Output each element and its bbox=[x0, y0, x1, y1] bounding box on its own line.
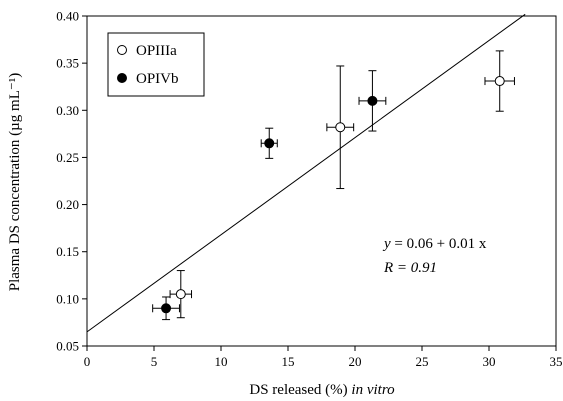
y-axis-label: Plasma DS concentration (µg mL⁻¹) bbox=[7, 73, 23, 292]
y-tick-label: 0.35 bbox=[56, 56, 79, 71]
x-tick-label: 30 bbox=[483, 354, 496, 369]
legend-marker-opiiia bbox=[117, 45, 127, 55]
legend-label-opiiia: OPIIIa bbox=[136, 43, 177, 59]
data-point-opivb bbox=[367, 95, 378, 106]
data-point-opiiia bbox=[494, 76, 505, 87]
axes-layer: 0 5 10 15 20 25 30 35 0.05 0.10 0.15 0.20 0.25 0.30 0.… bbox=[56, 9, 562, 370]
regression-line bbox=[86, 13, 526, 333]
legend-marker-opivb bbox=[117, 73, 127, 83]
y-tick-label: 0.30 bbox=[56, 103, 79, 118]
x-tick-label: 35 bbox=[550, 354, 563, 369]
equation-body: = 0.06 + 0.01 x bbox=[391, 236, 487, 252]
data-point-opiiia bbox=[175, 289, 186, 300]
x-axis-label-italic: in vitro bbox=[351, 382, 395, 398]
x-tick-label: 25 bbox=[416, 354, 429, 369]
y-tick-label: 0.20 bbox=[56, 197, 79, 212]
legend-box bbox=[107, 32, 205, 97]
plot-frame bbox=[86, 15, 557, 347]
data-point-opiiia bbox=[335, 122, 346, 133]
x-tick-label: 15 bbox=[282, 354, 295, 369]
r-annotation: R = 0.91 bbox=[383, 260, 437, 276]
x-tick-label: 5 bbox=[151, 354, 158, 369]
x-tick-label: 0 bbox=[84, 354, 91, 369]
x-tick-label: 10 bbox=[215, 354, 228, 369]
data-point-opivb bbox=[264, 138, 275, 149]
data-points-layer bbox=[152, 50, 515, 321]
y-tick-label: 0.40 bbox=[56, 9, 79, 24]
r-value: 0.91 bbox=[411, 260, 437, 276]
y-tick-label: 0.25 bbox=[56, 150, 79, 165]
x-axis-label: DS released (%) in vitro bbox=[249, 382, 395, 398]
x-axis-label-main: DS released (%) bbox=[249, 382, 347, 398]
y-tick-label: 0.15 bbox=[56, 244, 79, 259]
data-point-opivb bbox=[161, 303, 172, 314]
y-tick-label: 0.05 bbox=[56, 339, 79, 354]
legend-label-opivb: OPIVb bbox=[136, 71, 179, 87]
regression-line-layer bbox=[86, 13, 526, 333]
plot-area bbox=[86, 15, 557, 347]
equation-annotation: y = 0.06 + 0.01 x bbox=[382, 236, 487, 252]
r-prefix: R = bbox=[383, 260, 411, 276]
x-tick-label: 20 bbox=[349, 354, 362, 369]
legend: OPIIIa OPIVb bbox=[107, 32, 205, 97]
y-tick-label: 0.10 bbox=[56, 291, 79, 306]
equation-variable: y bbox=[382, 236, 391, 252]
